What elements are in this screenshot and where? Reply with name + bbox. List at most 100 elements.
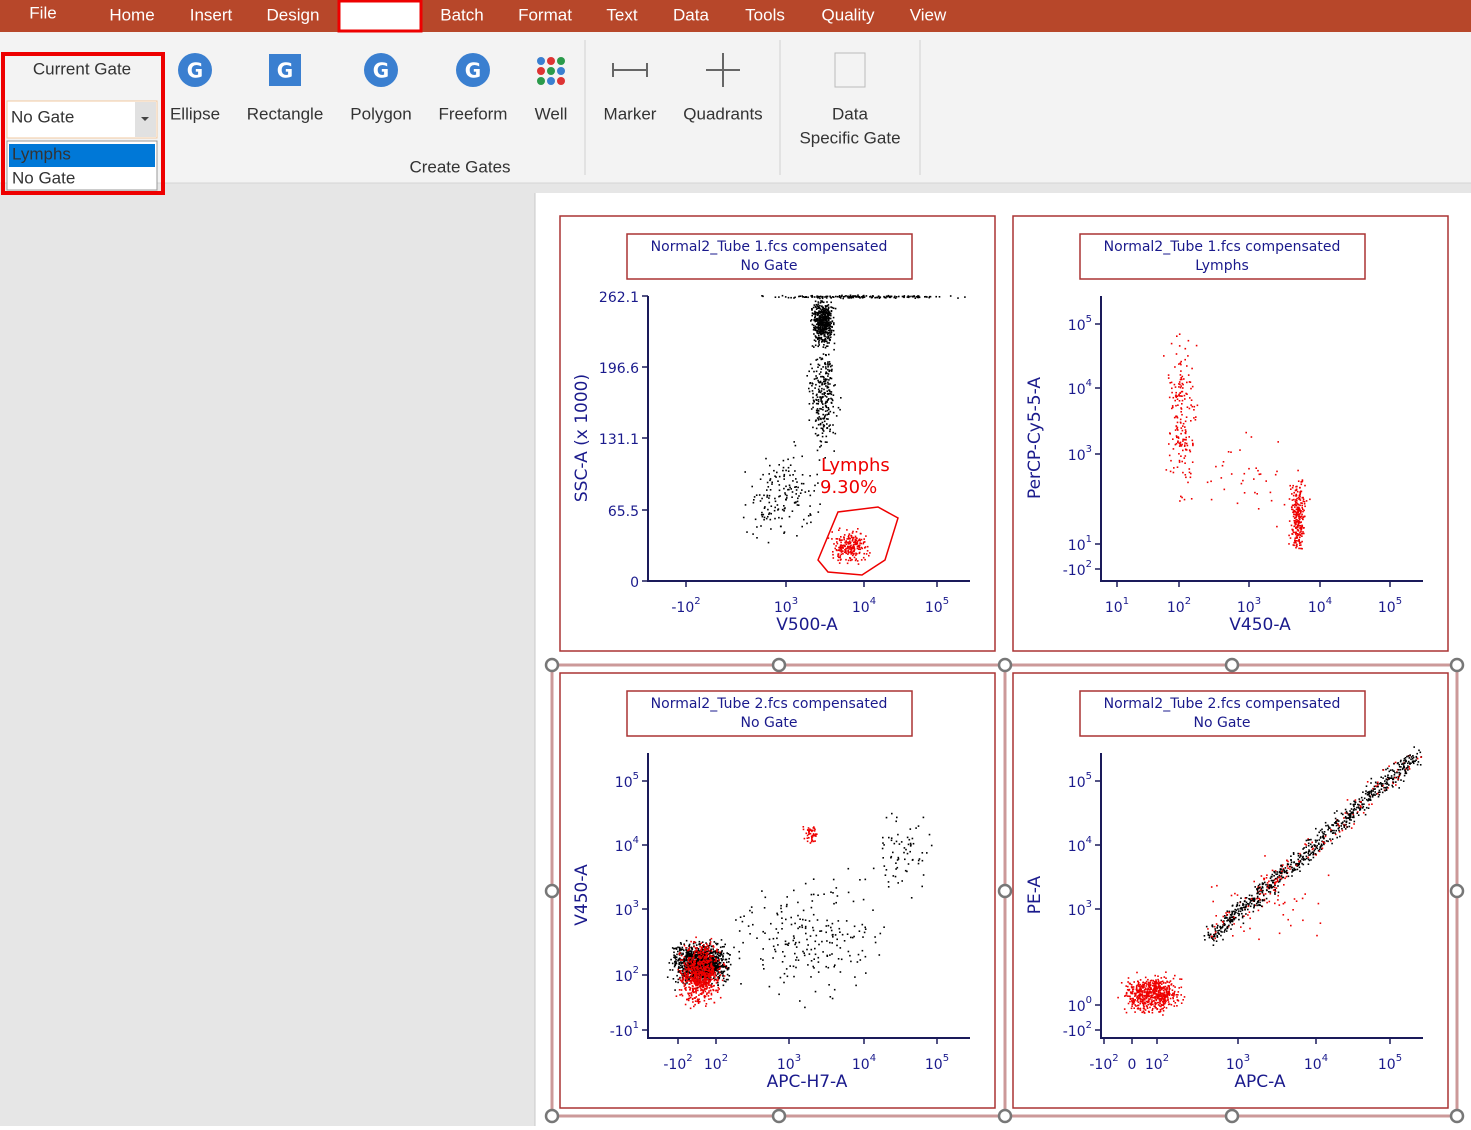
event-dot [814, 830, 816, 832]
event-dot [897, 882, 899, 884]
event-dot [735, 919, 737, 921]
event-dot [918, 860, 920, 862]
tool-button[interactable]: Polygon [350, 104, 411, 123]
event-dot [1167, 999, 1169, 1001]
gate-percent: 9.30% [820, 477, 877, 498]
event-dot [1192, 440, 1194, 442]
menu-item[interactable]: Tools [745, 5, 785, 24]
x-axis-label: V500-A [776, 615, 838, 635]
event-dot [777, 914, 779, 916]
event-dot [777, 504, 779, 506]
event-dot [718, 988, 720, 990]
event-dot [684, 957, 686, 959]
tool-button[interactable]: Ellipse [170, 104, 220, 123]
tool-button[interactable]: Well [535, 104, 568, 123]
menu-item[interactable]: Text [606, 5, 637, 24]
event-dot [813, 327, 815, 329]
event-dot [688, 970, 690, 972]
x-axis-label: APC-H7-A [767, 1072, 848, 1092]
event-dot [764, 907, 766, 909]
tool-button[interactable]: Data [832, 104, 868, 123]
menu-item[interactable]: File [29, 3, 56, 22]
event-dot [862, 548, 864, 550]
event-dot [739, 930, 741, 932]
menu-item[interactable]: View [910, 5, 947, 24]
event-dot [1301, 491, 1303, 493]
event-dot [827, 386, 829, 388]
gate-option[interactable]: No Gate [12, 168, 75, 187]
event-dot [913, 295, 915, 297]
event-dot [1174, 991, 1176, 993]
event-dot [1178, 991, 1180, 993]
event-dot [1299, 527, 1301, 529]
event-dot [1168, 987, 1170, 989]
event-dot [1152, 1008, 1154, 1010]
event-dot [820, 323, 822, 325]
event-dot [834, 548, 836, 550]
event-dot [825, 305, 827, 307]
event-dot [688, 983, 690, 985]
event-dot [1284, 902, 1286, 904]
menu-item[interactable]: Design [267, 5, 320, 24]
event-dot [919, 858, 921, 860]
plot-title: Normal2_Tube 1.fcs compensated [651, 239, 888, 255]
event-dot [1310, 859, 1312, 861]
event-dot [1182, 430, 1184, 432]
tool-button[interactable]: Specific Gate [799, 128, 900, 147]
event-dot [1274, 903, 1276, 905]
event-dot [836, 550, 838, 552]
event-dot [743, 915, 745, 917]
event-dot [705, 985, 707, 987]
event-dot [1296, 500, 1298, 502]
event-dot [820, 423, 822, 425]
tool-button[interactable]: Marker [604, 104, 657, 123]
menu-item[interactable]: Quality [822, 5, 875, 24]
event-dot [715, 974, 717, 976]
event-dot [875, 942, 877, 944]
tool-button[interactable]: Rectangle [247, 104, 324, 123]
event-dot [1163, 1000, 1165, 1002]
event-dot [749, 933, 751, 935]
event-dot [801, 483, 803, 485]
event-dot [819, 337, 821, 339]
menu-item[interactable]: Data [673, 5, 709, 24]
event-dot [818, 341, 820, 343]
event-dot [1165, 982, 1167, 984]
menu-item[interactable]: Gating [355, 5, 405, 24]
event-dot [777, 944, 779, 946]
event-dot [898, 857, 900, 859]
event-dot [812, 927, 814, 929]
event-dot [836, 945, 838, 947]
event-dot [1186, 443, 1188, 445]
event-dot [806, 939, 808, 941]
event-dot [865, 928, 867, 930]
gate-option[interactable]: Lymphs [12, 144, 71, 163]
event-dot [828, 371, 830, 373]
tick-base: 10 [852, 600, 870, 616]
event-dot [693, 966, 695, 968]
event-dot [892, 852, 894, 854]
event-dot [854, 547, 856, 549]
event-dot [859, 538, 861, 540]
plot-panel[interactable] [1013, 216, 1448, 651]
menu-item[interactable]: Format [518, 5, 572, 24]
event-dot [1268, 881, 1270, 883]
menu-item[interactable]: Home [109, 5, 154, 24]
event-dot [828, 332, 830, 334]
event-dot [842, 298, 844, 300]
tool-button[interactable]: Freeform [439, 104, 508, 123]
tool-button[interactable]: Quadrants [683, 104, 762, 123]
event-dot [815, 375, 817, 377]
event-dot [1161, 993, 1163, 995]
event-dot [695, 1000, 697, 1002]
menu-item[interactable]: Insert [190, 5, 233, 24]
plot-panel[interactable] [560, 673, 995, 1108]
event-dot [862, 950, 864, 952]
event-dot [1121, 982, 1123, 984]
event-dot [1240, 926, 1242, 928]
event-dot [824, 309, 826, 311]
plot-panel[interactable] [1013, 673, 1448, 1108]
menu-item[interactable]: Batch [440, 5, 483, 24]
event-dot [1177, 994, 1179, 996]
event-dot [1143, 997, 1145, 999]
